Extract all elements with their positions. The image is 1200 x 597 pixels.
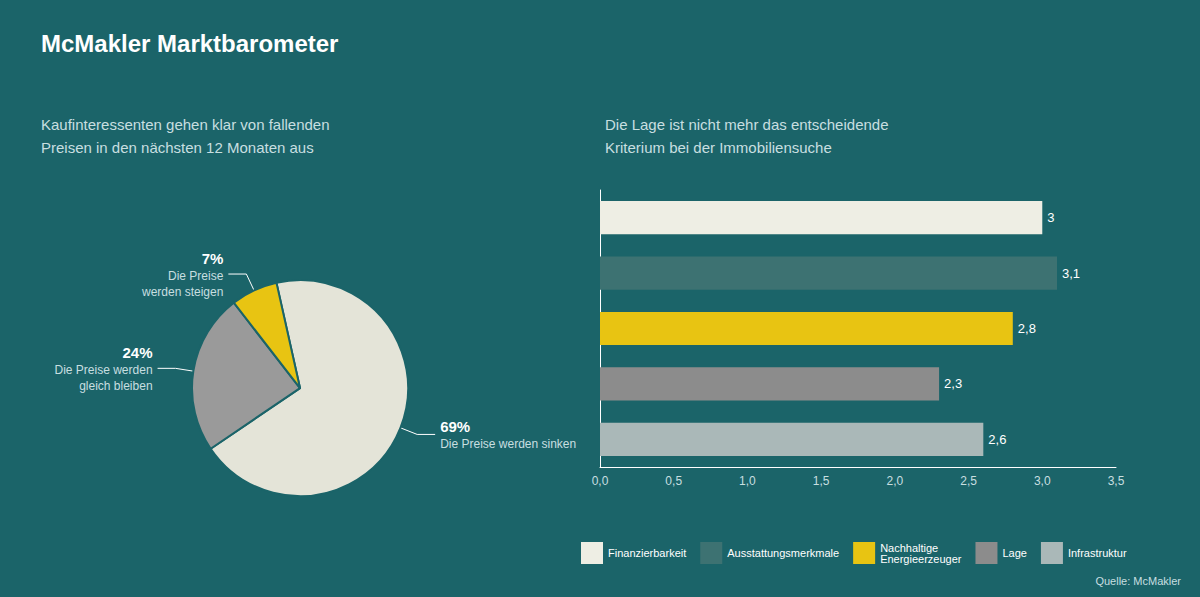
- svg-text:2,8: 2,8: [1018, 321, 1036, 336]
- svg-text:Die Lage ist nicht mehr das en: Die Lage ist nicht mehr das entscheidend…: [605, 116, 889, 133]
- svg-text:Nachhaltige: Nachhaltige: [880, 541, 939, 554]
- svg-text:Die Preise werden sinken: Die Preise werden sinken: [440, 437, 576, 451]
- svg-text:7%: 7%: [202, 250, 224, 267]
- svg-text:Kriterium bei der Immobiliensu: Kriterium bei der Immobiliensuche: [605, 139, 832, 156]
- svg-text:Ausstattungsmerkmale: Ausstattungsmerkmale: [727, 547, 839, 559]
- svg-text:1,5: 1,5: [813, 474, 830, 488]
- svg-text:werden steigen: werden steigen: [141, 285, 223, 299]
- svg-text:McMakler Marktbarometer: McMakler Marktbarometer: [41, 30, 338, 57]
- svg-text:Die Preise: Die Preise: [168, 269, 224, 283]
- svg-text:3,1: 3,1: [1062, 266, 1080, 281]
- svg-text:1,0: 1,0: [739, 474, 756, 488]
- svg-text:2,0: 2,0: [887, 474, 904, 488]
- svg-text:Preisen in den nächsten 12 Mon: Preisen in den nächsten 12 Monaten aus: [41, 139, 314, 156]
- svg-text:Kaufinteressenten gehen klar v: Kaufinteressenten gehen klar von fallend…: [41, 116, 330, 133]
- svg-text:2,3: 2,3: [944, 376, 962, 391]
- svg-text:0,5: 0,5: [665, 474, 682, 488]
- svg-text:0,0: 0,0: [592, 474, 609, 488]
- svg-text:Lage: Lage: [1002, 547, 1026, 559]
- svg-text:24%: 24%: [123, 344, 153, 361]
- svg-text:3,5: 3,5: [1108, 474, 1125, 488]
- svg-text:2,6: 2,6: [988, 432, 1006, 447]
- svg-text:Finanzierbarkeit: Finanzierbarkeit: [608, 547, 686, 559]
- svg-text:Die Preise werden: Die Preise werden: [55, 363, 153, 377]
- svg-text:3: 3: [1047, 210, 1054, 225]
- svg-text:2,5: 2,5: [960, 474, 977, 488]
- svg-text:69%: 69%: [440, 418, 470, 435]
- svg-text:Infrastruktur: Infrastruktur: [1068, 547, 1127, 559]
- svg-text:Quelle: McMakler: Quelle: McMakler: [1095, 575, 1181, 587]
- svg-text:gleich bleiben: gleich bleiben: [79, 379, 152, 393]
- svg-text:3,0: 3,0: [1034, 474, 1051, 488]
- svg-text:Energieerzeuger: Energieerzeuger: [880, 553, 962, 565]
